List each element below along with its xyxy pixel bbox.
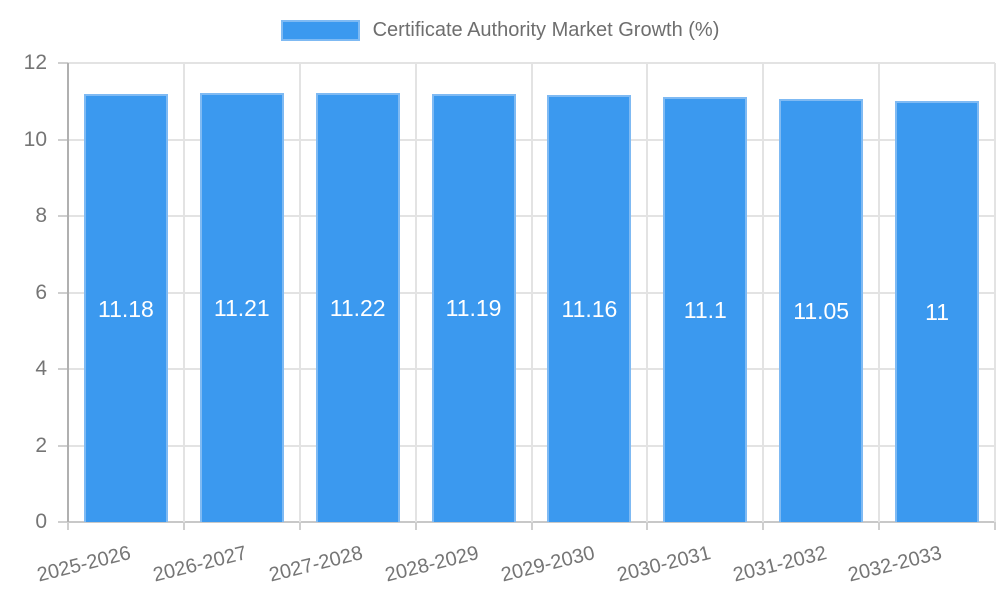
h-gridline [58, 62, 995, 64]
h-gridline [58, 215, 995, 217]
h-gridline [58, 368, 995, 370]
bar[interactable]: 11.19 [431, 93, 516, 522]
y-tick-label: 6 [35, 280, 47, 304]
bar-value-label: 11.05 [793, 298, 850, 325]
x-axis-tick [878, 522, 881, 530]
x-tick-label: 2029-2030 [498, 542, 597, 587]
y-tick-label: 10 [23, 127, 47, 151]
y-tick-label: 4 [35, 357, 47, 380]
bar-value-label: 11.16 [561, 296, 618, 323]
x-axis-tick [646, 522, 649, 530]
bar[interactable]: 11.05 [779, 99, 864, 522]
bar[interactable]: 11 [895, 101, 980, 522]
legend-item[interactable]: Certificate Authority Market Growth (%) [280, 17, 720, 43]
x-tick-label: 2025-2026 [35, 542, 134, 587]
x-axis-tick [182, 522, 185, 530]
bar-value-label: 11.1 [683, 297, 727, 324]
v-gridline [298, 63, 301, 522]
v-gridline [878, 63, 881, 522]
v-gridline [414, 63, 417, 522]
x-axis-tick [762, 522, 765, 530]
bar-value-label: 11.22 [329, 294, 386, 321]
bar[interactable]: 11.1 [663, 97, 748, 522]
legend-label: Certificate Authority Market Growth (%) [372, 19, 720, 41]
bar[interactable]: 11.16 [547, 95, 632, 522]
y-tick-label: 2 [35, 433, 47, 457]
y-axis-tick [58, 368, 68, 370]
x-axis-tick [67, 522, 69, 530]
h-gridline [58, 291, 995, 294]
bar-value-label: 11.19 [445, 295, 502, 322]
bar-value-label: 11.18 [98, 295, 154, 322]
plot-area: 0 2 4 6 8 10 12 11.18 2025-2026 11.21 2026-2027 11.… [24, 51, 996, 586]
legend-swatch-icon [280, 19, 360, 41]
h-gridline [58, 444, 995, 447]
x-axis-tick [298, 522, 301, 530]
x-tick-label: 2030-2031 [614, 542, 713, 587]
y-tick-label: 12 [23, 51, 47, 74]
x-tick-label: 2027-2028 [266, 542, 366, 587]
x-tick-label: 2032-2033 [846, 542, 945, 587]
y-tick-label: 0 [35, 510, 47, 533]
x-tick-label: 2031-2032 [730, 542, 829, 587]
y-axis-tick [58, 444, 68, 447]
bar-value-label: 11.21 [213, 295, 270, 322]
bar[interactable]: 11.22 [315, 92, 400, 522]
v-gridline [530, 63, 533, 522]
x-tick-label: 2028-2029 [382, 542, 481, 587]
v-gridline [762, 63, 765, 522]
y-axis-line [67, 63, 69, 522]
y-axis-tick [58, 215, 68, 217]
v-gridline [182, 63, 185, 522]
x-axis-tick [994, 522, 996, 530]
legend: Certificate Authority Market Growth (%) [0, 17, 1000, 43]
bar[interactable]: 11.18 [83, 94, 168, 522]
y-axis-tick [58, 291, 68, 294]
v-gridline [646, 63, 649, 522]
y-axis-tick [58, 521, 68, 523]
x-axis-tick [530, 522, 533, 530]
h-gridline [58, 138, 995, 141]
h-gridline [58, 521, 995, 523]
v-gridline [994, 63, 996, 522]
x-tick-label: 2026-2027 [150, 542, 250, 587]
y-axis-tick [58, 62, 68, 64]
bar-value-label: 11 [925, 299, 949, 326]
y-tick-label: 8 [35, 204, 47, 227]
x-axis-tick [414, 522, 417, 530]
y-axis-tick [58, 138, 68, 141]
bar[interactable]: 11.21 [199, 93, 284, 522]
